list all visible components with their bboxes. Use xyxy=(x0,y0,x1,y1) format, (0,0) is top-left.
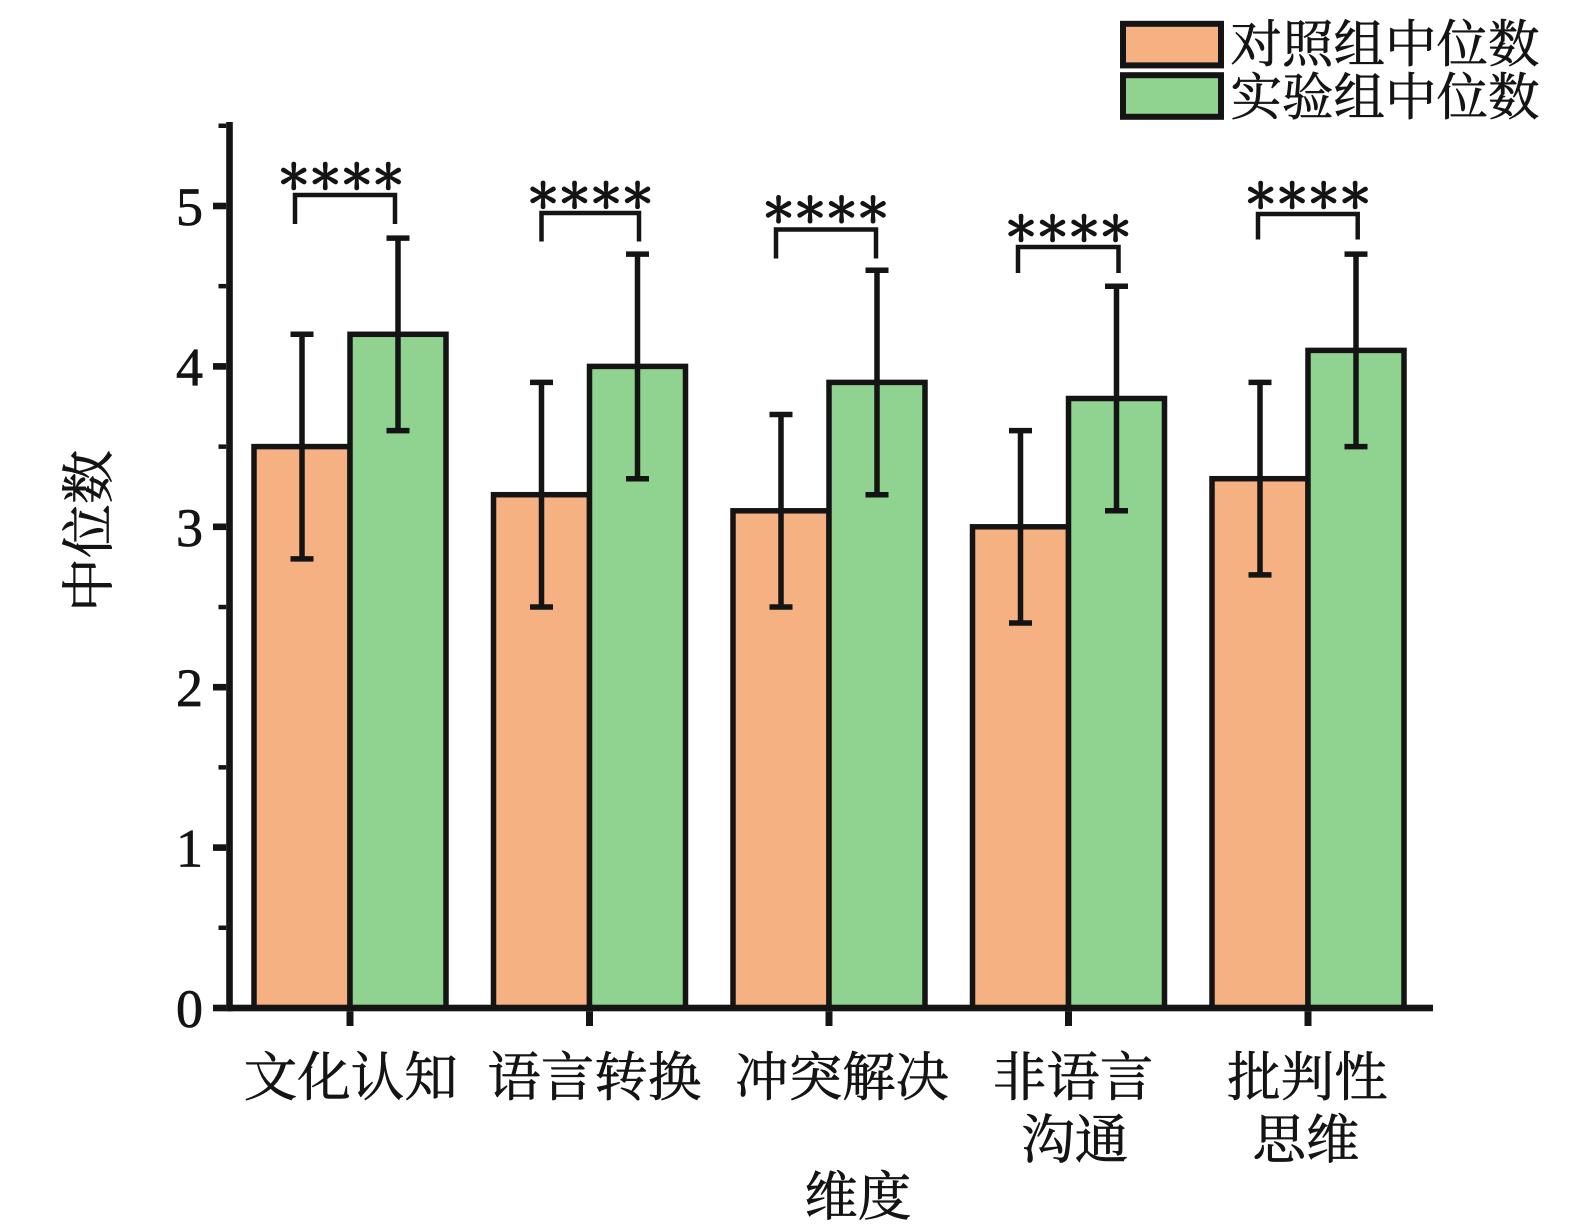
svg-text:2: 2 xyxy=(176,658,203,718)
svg-text:5: 5 xyxy=(176,177,203,237)
svg-text:3: 3 xyxy=(176,498,203,558)
svg-text:0: 0 xyxy=(176,979,203,1039)
svg-text:1: 1 xyxy=(176,819,203,879)
svg-text:4: 4 xyxy=(176,337,203,397)
